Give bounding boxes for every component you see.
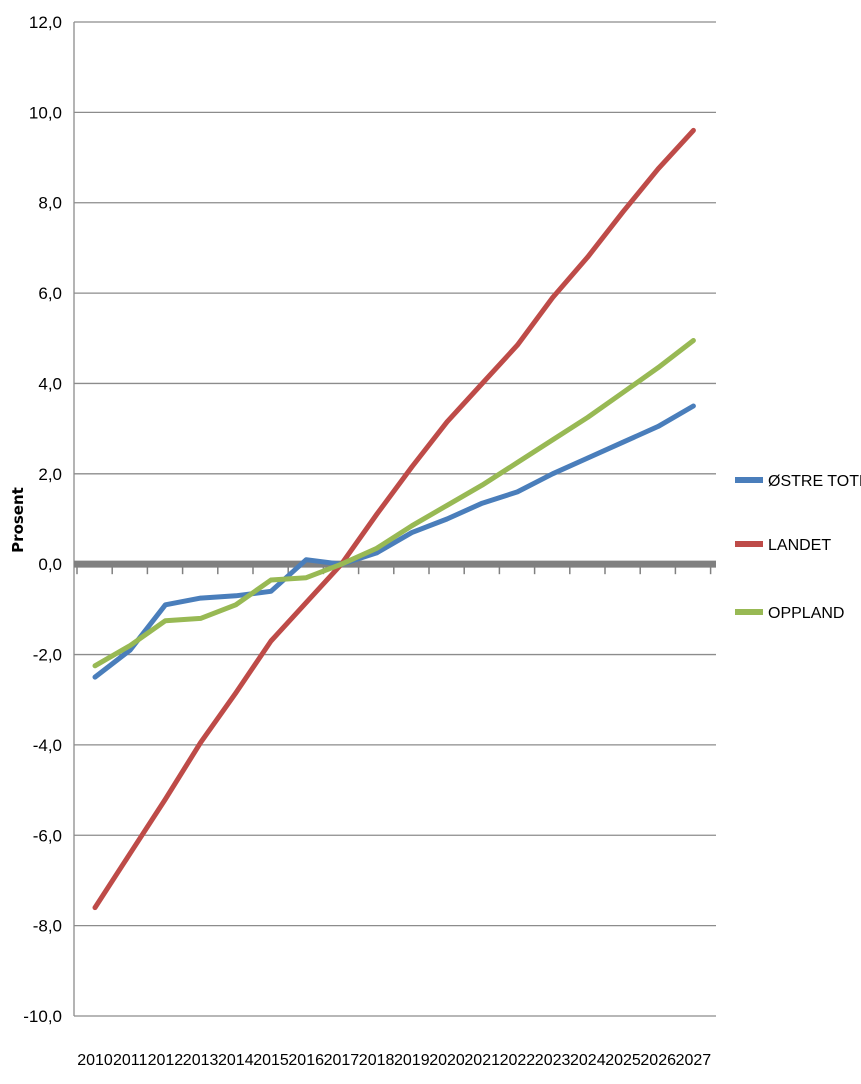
data-point [656, 166, 661, 172]
data-point [374, 546, 379, 551]
data-point [268, 589, 274, 594]
data-point [691, 128, 696, 133]
y-axis-title: Prosent [9, 487, 27, 553]
y-tick-label: 4,0 [38, 374, 62, 393]
y-tick-label: -2,0 [33, 646, 62, 665]
y-tick-label: -10,0 [23, 1007, 62, 1026]
data-point [268, 577, 274, 583]
y-tick-label: -8,0 [33, 917, 62, 936]
data-point [515, 489, 520, 495]
data-point [480, 381, 485, 386]
data-point [198, 740, 203, 745]
data-point [444, 503, 450, 508]
data-point [691, 338, 696, 343]
x-tick-label: 2012 [148, 1052, 184, 1069]
data-point [374, 512, 379, 517]
data-point [233, 690, 238, 696]
data-point [444, 419, 450, 425]
data-point [304, 575, 309, 580]
data-point [163, 796, 168, 802]
y-tick-label: -6,0 [33, 826, 62, 845]
x-tick-label: 2019 [394, 1052, 430, 1069]
data-point [550, 295, 555, 300]
x-tick-label: 2026 [640, 1052, 676, 1069]
data-point [198, 595, 203, 601]
x-tick-label: 2013 [183, 1052, 219, 1069]
x-tick-label: 2027 [676, 1052, 712, 1069]
data-point [163, 602, 168, 608]
x-tick-label: 2018 [359, 1052, 395, 1069]
legend-label: OPPLAND [768, 605, 844, 622]
data-point [515, 460, 520, 465]
x-tick-label: 2022 [500, 1052, 536, 1069]
x-tick-label: 2024 [570, 1052, 606, 1069]
data-point [550, 471, 555, 477]
data-point [620, 390, 626, 395]
x-tick-label: 2010 [77, 1052, 113, 1069]
x-tick-label: 2011 [113, 1052, 148, 1069]
data-point [339, 561, 344, 567]
data-point [268, 638, 274, 644]
data-point [620, 439, 626, 445]
legend-label: ØSTRE TOTEN [768, 473, 861, 490]
x-tick-label: 2014 [218, 1052, 254, 1069]
data-point [374, 550, 379, 556]
data-point [163, 618, 168, 623]
data-point [515, 342, 520, 348]
y-tick-label: 0,0 [38, 555, 62, 574]
data-point [585, 415, 590, 420]
data-point [620, 209, 626, 214]
x-tick-label: 2023 [535, 1052, 571, 1069]
data-point [409, 530, 414, 535]
y-tick-label: 10,0 [29, 103, 62, 122]
series-line [92, 403, 696, 680]
series-line [92, 127, 696, 911]
legend-label: LANDET [768, 537, 831, 554]
x-tick-label: 2020 [429, 1052, 465, 1069]
data-point [444, 516, 450, 522]
data-point [92, 663, 98, 669]
y-tick-label: 2,0 [38, 465, 62, 484]
data-point [480, 482, 485, 488]
data-point [233, 593, 238, 599]
data-point [409, 523, 414, 528]
x-tick-label: 2016 [288, 1052, 324, 1069]
data-point [233, 602, 238, 608]
data-point [304, 557, 309, 562]
data-point [585, 254, 590, 260]
data-point [304, 600, 309, 605]
data-point [480, 500, 485, 506]
data-point [550, 437, 555, 443]
data-point [585, 455, 590, 461]
x-tick-label: 2015 [253, 1052, 289, 1069]
x-tick-label: 2025 [605, 1052, 641, 1069]
data-point [92, 905, 98, 910]
x-tick-label: 2017 [324, 1052, 360, 1069]
y-tick-label: 12,0 [29, 13, 62, 32]
data-point [198, 616, 203, 621]
series-line [92, 338, 696, 669]
data-point [128, 851, 133, 856]
data-point [691, 403, 696, 409]
data-point [409, 464, 414, 470]
y-tick-label: 8,0 [38, 194, 62, 213]
data-point [128, 643, 133, 648]
data-point [656, 365, 661, 370]
y-tick-label: 6,0 [38, 284, 62, 303]
y-tick-label: -4,0 [33, 736, 62, 755]
data-point [92, 674, 98, 680]
x-tick-label: 2021 [464, 1052, 500, 1069]
data-point [656, 424, 661, 429]
